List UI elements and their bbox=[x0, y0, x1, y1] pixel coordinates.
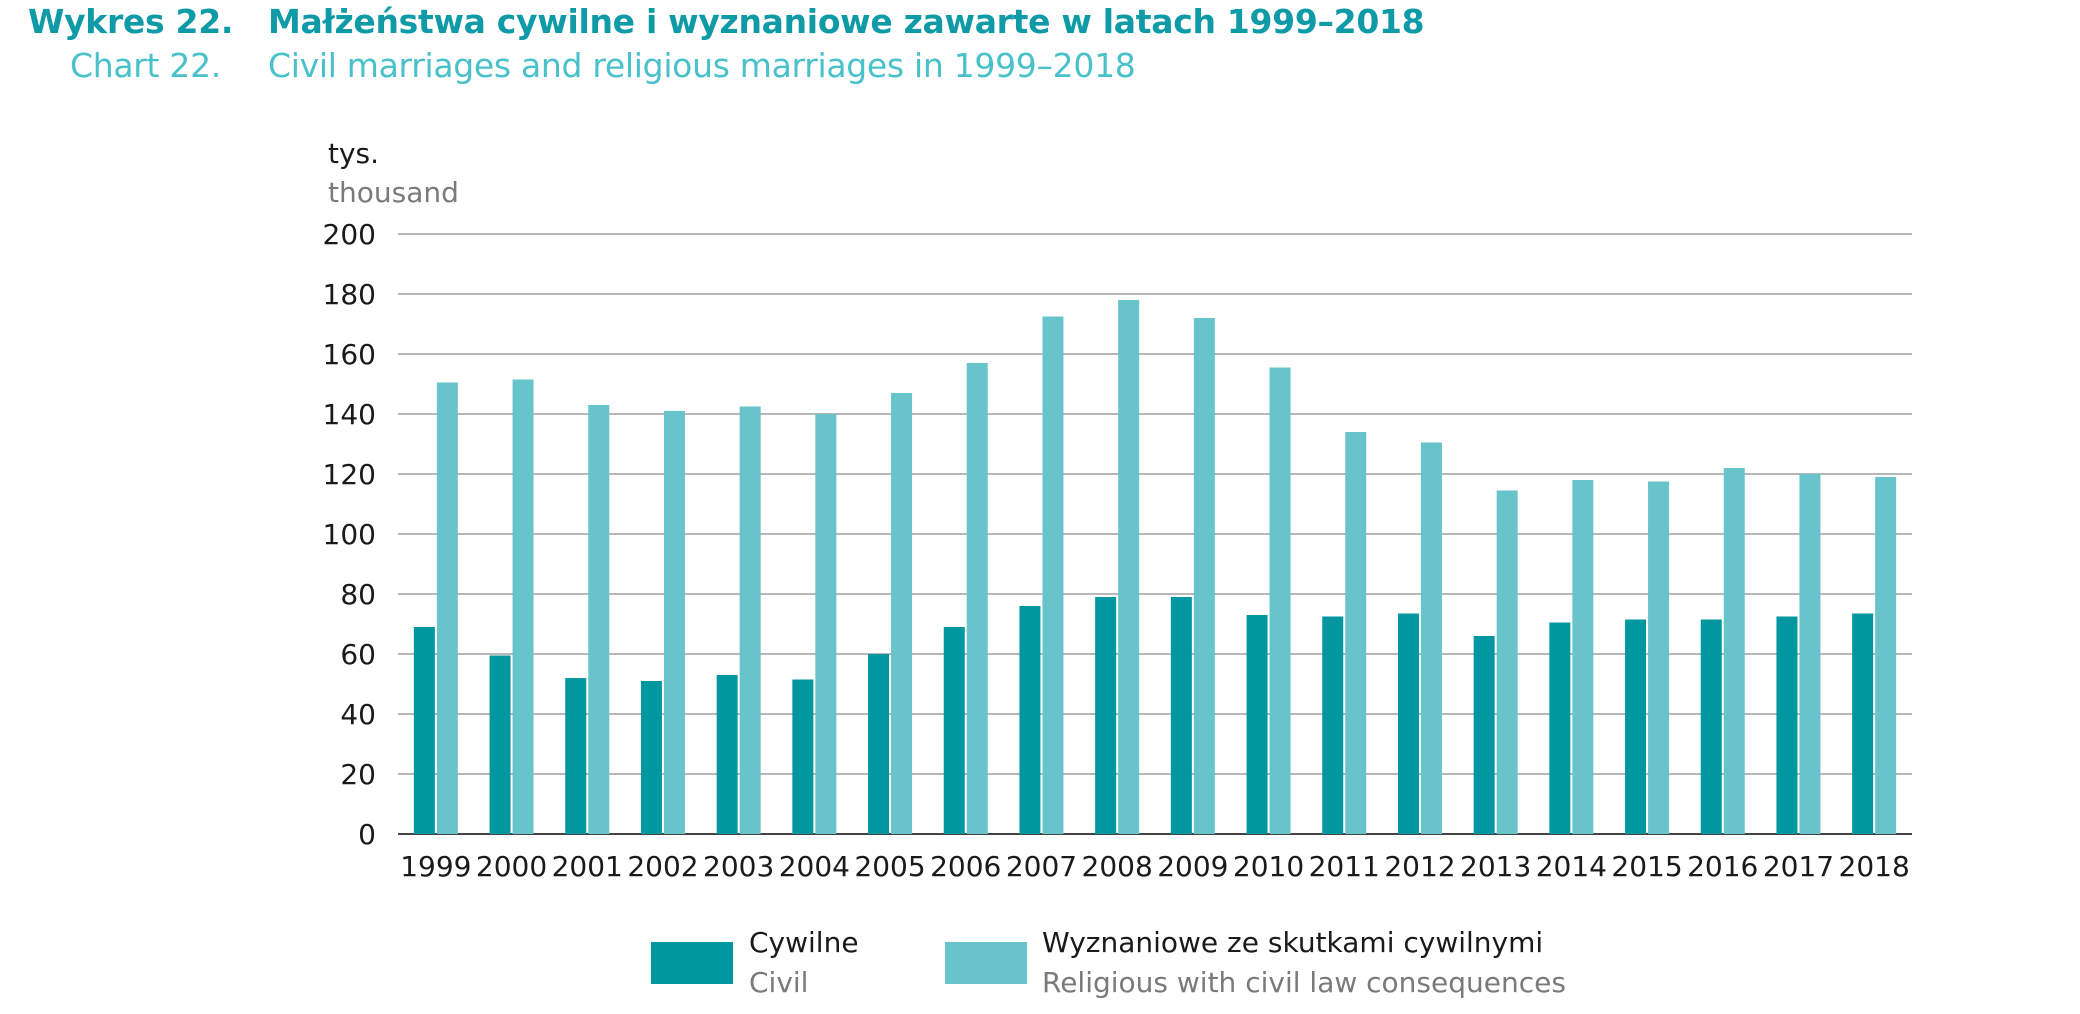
x-tick-label: 2002 bbox=[627, 850, 698, 883]
legend-swatch-civil bbox=[651, 942, 733, 984]
bar-civil bbox=[1246, 615, 1268, 834]
x-tick-label: 2018 bbox=[1839, 850, 1910, 883]
bar-civil bbox=[1852, 613, 1874, 834]
y-tick-label: 180 bbox=[323, 278, 376, 311]
y-tick-label: 40 bbox=[340, 698, 376, 731]
unit-label-pl: tys. bbox=[328, 137, 379, 170]
bar-civil bbox=[716, 675, 738, 834]
bar-civil bbox=[1397, 613, 1419, 834]
bar-religious bbox=[966, 363, 988, 834]
y-tick-label: 200 bbox=[323, 218, 376, 251]
bar-religious bbox=[663, 411, 685, 834]
bars bbox=[413, 300, 1897, 834]
x-tick-label: 2016 bbox=[1687, 850, 1758, 883]
bar-civil bbox=[565, 678, 587, 834]
x-tick-label: 2005 bbox=[854, 850, 925, 883]
bar-religious bbox=[1799, 474, 1821, 834]
bar-religious bbox=[739, 406, 761, 834]
legend-label-civil-pl: Cywilne bbox=[749, 926, 859, 959]
bar-civil bbox=[792, 679, 814, 834]
bar-civil bbox=[1322, 616, 1344, 834]
bar-religious bbox=[1875, 477, 1897, 834]
x-tick-label: 2008 bbox=[1082, 850, 1153, 883]
bar-civil bbox=[1776, 616, 1798, 834]
y-tick-label: 140 bbox=[323, 398, 376, 431]
legend-swatch-religious bbox=[945, 942, 1027, 984]
y-tick-label: 160 bbox=[323, 338, 376, 371]
y-tick-label: 20 bbox=[340, 758, 376, 791]
bar-religious bbox=[1420, 442, 1442, 834]
chart-title-en: Civil marriages and religious marriages … bbox=[268, 46, 1136, 85]
y-axis-ticks: 0 20 40 60 80 100 120 140 160 180 200 bbox=[323, 218, 376, 851]
bar-religious bbox=[512, 379, 534, 834]
gridlines bbox=[398, 233, 1912, 835]
x-tick-label: 2004 bbox=[779, 850, 850, 883]
x-tick-label: 2017 bbox=[1763, 850, 1834, 883]
bar-civil bbox=[1549, 622, 1571, 834]
bar-religious bbox=[1345, 432, 1367, 834]
bar-religious bbox=[1572, 480, 1594, 834]
bar-civil bbox=[413, 627, 435, 834]
legend-label-religious-pl: Wyznaniowe ze skutkami cywilnymi bbox=[1042, 926, 1544, 959]
x-tick-label: 2015 bbox=[1611, 850, 1682, 883]
bar-civil bbox=[1625, 619, 1647, 834]
legend-label-civil-en: Civil bbox=[749, 966, 809, 999]
x-tick-label: 2007 bbox=[1006, 850, 1077, 883]
x-tick-label: 2014 bbox=[1536, 850, 1607, 883]
bar-religious bbox=[436, 382, 458, 834]
bar-civil bbox=[640, 681, 662, 834]
bar-religious bbox=[1042, 316, 1064, 834]
x-tick-label: 2013 bbox=[1460, 850, 1531, 883]
bar-religious bbox=[1648, 481, 1670, 834]
x-tick-label: 2001 bbox=[552, 850, 623, 883]
x-tick-label: 2010 bbox=[1233, 850, 1304, 883]
bar-civil bbox=[868, 654, 890, 834]
bar-religious bbox=[588, 405, 610, 834]
x-axis-ticks: 1999 2000 2001 2002 2003 2004 2005 2006 2007 2008… bbox=[400, 850, 1910, 883]
bar-civil bbox=[489, 655, 511, 834]
y-tick-label: 60 bbox=[340, 638, 376, 671]
bar-religious bbox=[815, 414, 837, 834]
x-tick-label: 2012 bbox=[1384, 850, 1455, 883]
bar-civil bbox=[943, 627, 965, 834]
unit-label-en: thousand bbox=[328, 176, 459, 209]
x-tick-label: 1999 bbox=[400, 850, 471, 883]
chart-label-pl: Wykres 22. bbox=[28, 2, 234, 41]
bar-civil bbox=[1095, 597, 1117, 834]
y-tick-label: 80 bbox=[340, 578, 376, 611]
bar-civil bbox=[1700, 619, 1722, 834]
chart-label-en: Chart 22. bbox=[70, 46, 221, 85]
x-tick-label: 2011 bbox=[1309, 850, 1380, 883]
bar-civil bbox=[1019, 606, 1041, 834]
y-tick-label: 120 bbox=[323, 458, 376, 491]
chart-title-pl: Małżeństwa cywilne i wyznaniowe zawarte … bbox=[268, 2, 1425, 41]
bar-religious bbox=[1723, 468, 1745, 834]
bar-religious bbox=[891, 393, 913, 834]
bar-religious bbox=[1118, 300, 1140, 834]
legend-label-religious-en: Religious with civil law consequences bbox=[1042, 966, 1566, 999]
bar-religious bbox=[1269, 367, 1291, 834]
bar-religious bbox=[1193, 318, 1215, 834]
bar-religious bbox=[1496, 490, 1518, 834]
x-tick-label: 2003 bbox=[703, 850, 774, 883]
bar-civil bbox=[1473, 636, 1495, 834]
y-tick-label: 0 bbox=[358, 818, 376, 851]
x-tick-label: 2009 bbox=[1157, 850, 1228, 883]
bar-civil bbox=[1170, 597, 1192, 834]
x-tick-label: 2006 bbox=[930, 850, 1001, 883]
y-tick-label: 100 bbox=[323, 518, 376, 551]
x-tick-label: 2000 bbox=[476, 850, 547, 883]
